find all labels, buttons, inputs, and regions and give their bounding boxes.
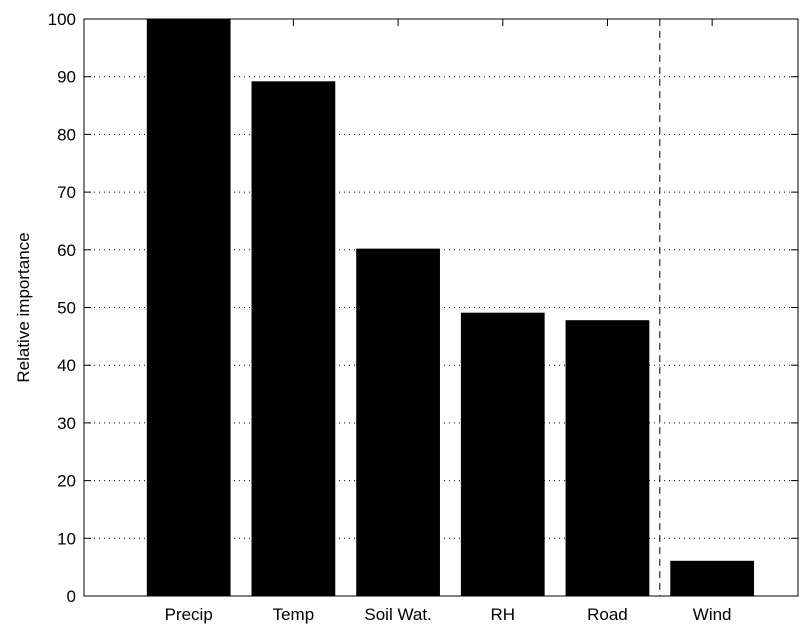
gridlines bbox=[84, 76, 798, 539]
y-tick-label: 40 bbox=[57, 356, 76, 375]
bar-temp bbox=[251, 81, 336, 597]
y-tick-label: 20 bbox=[57, 472, 76, 491]
axes bbox=[83, 18, 799, 597]
y-tick-label: 70 bbox=[57, 183, 76, 202]
x-tick-labels: Precip Temp Soil Wat. RH Road Wind bbox=[165, 605, 732, 624]
y-tick-label: 50 bbox=[57, 299, 76, 318]
x-tick-label: Soil Wat. bbox=[364, 605, 431, 624]
bar-road bbox=[565, 320, 650, 596]
y-tick-label: 100 bbox=[48, 10, 76, 29]
y-axis-title: Relative importance bbox=[14, 232, 33, 382]
x-tick-label: Precip bbox=[165, 605, 213, 624]
bar-soil-wat bbox=[356, 248, 440, 596]
y-tick-label: 80 bbox=[57, 125, 76, 144]
y-tick-label: 0 bbox=[67, 587, 76, 606]
bars bbox=[146, 19, 755, 597]
bar-rh bbox=[460, 312, 545, 596]
y-tick-label: 60 bbox=[57, 241, 76, 260]
x-tick-label: RH bbox=[490, 605, 515, 624]
x-tick-label: Wind bbox=[693, 605, 732, 624]
y-tick-labels: 0 10 20 30 40 50 60 70 80 90 100 bbox=[48, 10, 76, 606]
y-tick-label: 30 bbox=[57, 414, 76, 433]
x-tick-label: Temp bbox=[273, 605, 315, 624]
y-tick-label: 90 bbox=[57, 68, 76, 87]
bar-precip bbox=[146, 19, 231, 596]
x-tick-label: Road bbox=[587, 605, 628, 624]
y-tick-label: 10 bbox=[57, 529, 76, 548]
